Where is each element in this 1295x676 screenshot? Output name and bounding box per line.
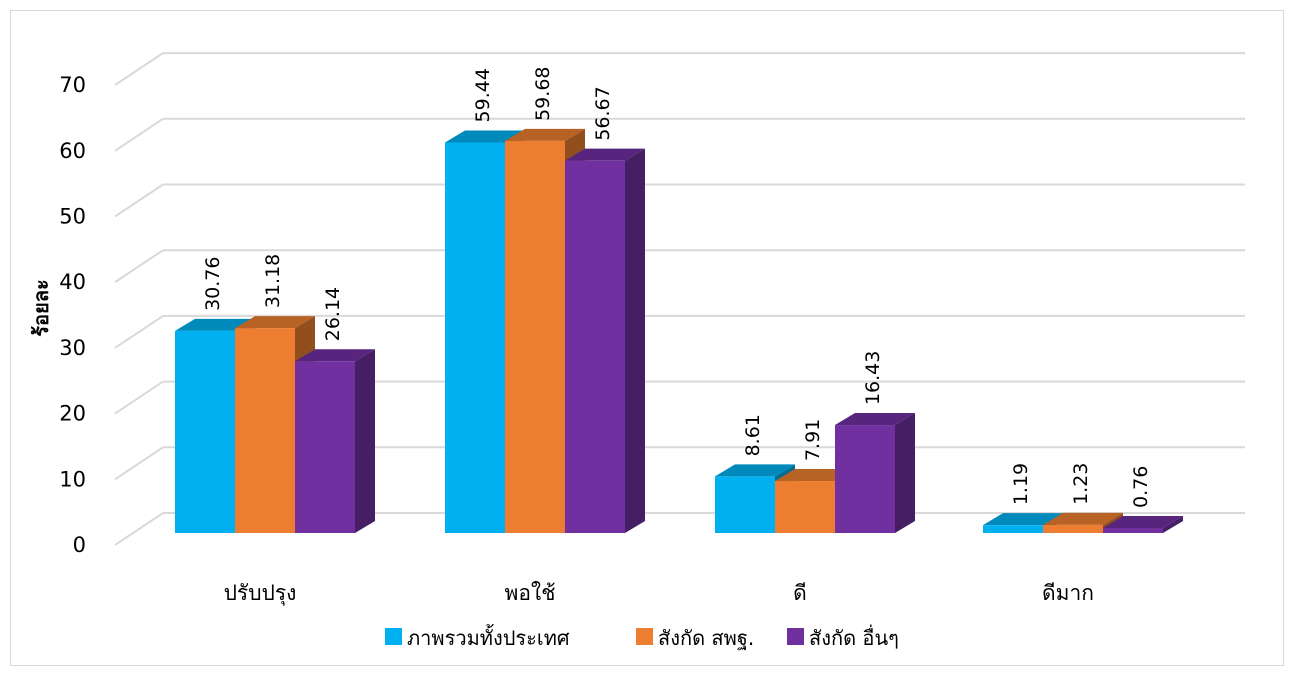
y-tick-label: 10 bbox=[59, 467, 86, 491]
legend-swatch bbox=[787, 628, 804, 645]
bar bbox=[295, 349, 375, 533]
bar-front bbox=[1103, 528, 1163, 533]
data-label: 16.43 bbox=[862, 351, 884, 405]
bar-front bbox=[1043, 524, 1103, 533]
bar-top bbox=[175, 318, 255, 331]
bar-top bbox=[1103, 516, 1183, 529]
bar-side bbox=[355, 349, 375, 533]
gridline-diagonal bbox=[114, 512, 164, 546]
data-labels: 30.76 31.18 26.14 59.44 59.68 56.67 8.61 7.91 16… bbox=[202, 66, 1152, 508]
x-category-label: ดีมาก bbox=[1042, 581, 1094, 605]
y-tick-label: 40 bbox=[59, 270, 86, 294]
data-label: 1.23 bbox=[1070, 463, 1092, 505]
bar-front bbox=[445, 142, 505, 534]
bar-top bbox=[983, 513, 1063, 526]
y-tick-label: 60 bbox=[59, 139, 86, 163]
bar-side bbox=[895, 413, 915, 533]
legend-label: สังกัด สพฐ. bbox=[658, 626, 754, 650]
gridline-diagonal bbox=[114, 380, 164, 415]
data-label: 8.61 bbox=[742, 414, 764, 456]
bar-front bbox=[983, 525, 1043, 533]
y-tick-label: 70 bbox=[59, 73, 86, 97]
bar-top bbox=[565, 148, 645, 161]
legend-label: สังกัด อื่นๆ bbox=[809, 624, 899, 650]
y-axis-label: ร้อยละ bbox=[29, 279, 53, 336]
bar-side bbox=[625, 148, 645, 533]
legend-swatch bbox=[385, 628, 402, 645]
bar-top bbox=[295, 349, 375, 362]
bar-top bbox=[1043, 512, 1123, 525]
bar-front bbox=[505, 140, 565, 533]
gridline-diagonal bbox=[114, 52, 164, 86]
legend-swatch bbox=[636, 628, 653, 645]
y-tick-label: 30 bbox=[59, 336, 86, 360]
bar-top bbox=[835, 413, 915, 426]
legend-item: สังกัด อื่นๆ bbox=[787, 624, 899, 650]
gridline-diagonal bbox=[114, 315, 164, 349]
data-label: 0.76 bbox=[1130, 466, 1152, 508]
bar bbox=[1103, 516, 1183, 533]
data-label: 26.14 bbox=[322, 287, 344, 341]
bars bbox=[175, 128, 1183, 534]
data-label: 31.18 bbox=[262, 254, 284, 308]
bar-front bbox=[715, 476, 775, 533]
bar-front bbox=[835, 425, 895, 533]
data-label: 30.76 bbox=[202, 257, 224, 311]
gridline-diagonal bbox=[114, 117, 164, 152]
bar-top bbox=[715, 464, 795, 477]
bar-front bbox=[295, 361, 355, 533]
bar-front bbox=[175, 330, 235, 533]
y-tick-label: 20 bbox=[59, 402, 86, 426]
legend: ภาพรวมทั้งประเทศ สังกัด สพฐ. สังกัด อื่นๆ bbox=[385, 624, 899, 650]
bar-top bbox=[445, 130, 525, 143]
x-category-label: ดี bbox=[793, 581, 807, 605]
x-category-label: พอใช้ bbox=[505, 581, 556, 605]
data-label: 1.19 bbox=[1010, 463, 1032, 505]
data-label: 59.68 bbox=[532, 66, 554, 120]
bar-top bbox=[505, 128, 585, 141]
bar-front bbox=[235, 328, 295, 533]
y-axis-ticks: 0 10 20 30 40 50 60 70 bbox=[59, 73, 86, 557]
legend-item: ภาพรวมทั้งประเทศ bbox=[385, 624, 570, 650]
x-category-label: ปรับปรุง bbox=[224, 581, 297, 606]
data-label: 59.44 bbox=[472, 68, 494, 122]
bar-front bbox=[775, 481, 835, 533]
y-tick-label: 50 bbox=[59, 205, 86, 229]
gridline-diagonal bbox=[114, 249, 164, 284]
y-tick-label: 0 bbox=[73, 533, 86, 557]
gridline-diagonal bbox=[114, 183, 164, 218]
bar bbox=[565, 148, 645, 533]
legend-label: ภาพรวมทั้งประเทศ bbox=[407, 624, 570, 650]
bar-side bbox=[1163, 516, 1183, 533]
data-label: 56.67 bbox=[592, 86, 614, 140]
bar bbox=[835, 413, 915, 533]
data-label: 7.91 bbox=[802, 419, 824, 461]
legend-item: สังกัด สพฐ. bbox=[636, 626, 754, 650]
bar-front bbox=[565, 160, 625, 533]
gridline-diagonal bbox=[114, 446, 164, 481]
bar-top bbox=[235, 316, 315, 329]
x-axis-categories: ปรับปรุง พอใช้ ดี ดีมาก bbox=[224, 581, 1094, 606]
